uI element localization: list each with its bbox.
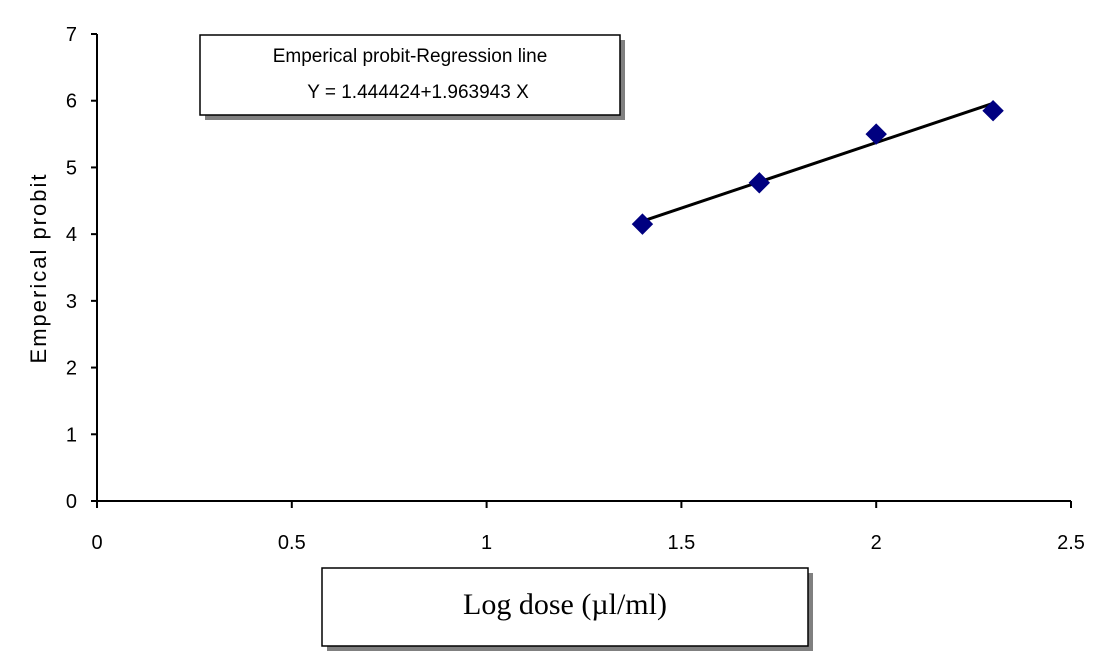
x-label-frame — [321, 567, 809, 647]
x-tick-label: 1.5 — [667, 532, 695, 554]
axes — [96, 34, 1071, 502]
y-tick-label: 4 — [66, 224, 77, 246]
x-tick-label: 1 — [481, 532, 492, 554]
regression-annotation-box: Emperical probit-Regression line Y = 1.4… — [199, 34, 625, 120]
x-tick-label: 2 — [871, 532, 882, 554]
data-point-marker — [865, 123, 887, 145]
annotation-line-1: Emperical probit-Regression line — [273, 46, 548, 67]
y-tick-label: 7 — [66, 24, 77, 46]
data-point-marker — [748, 172, 771, 194]
y-axis-label: Emperical probit — [26, 173, 51, 364]
data-point-marker — [982, 100, 1004, 122]
y-tick-label: 6 — [66, 91, 77, 113]
y-ticks: 0 1 2 3 4 5 6 7 — [66, 24, 97, 513]
annotation-frame — [199, 34, 621, 116]
data-points — [631, 100, 1004, 235]
y-tick-label: 3 — [66, 291, 77, 313]
x-axis-label: Log dose (µl/ml) — [463, 588, 667, 621]
x-tick-label: 0.5 — [278, 532, 306, 554]
annotation-line-2: Y = 1.444424+1.963943 X — [307, 82, 529, 103]
trendline-group — [641, 101, 994, 223]
x-axis-label-box: Log dose (µl/ml) — [321, 567, 813, 651]
data-point-marker — [631, 213, 654, 235]
y-tick-label: 5 — [66, 157, 77, 179]
x-tick-label: 0 — [91, 532, 102, 554]
x-tick-label: 2.5 — [1057, 532, 1085, 554]
x-ticks: 0 0.5 1 1.5 2 2.5 — [91, 501, 1085, 554]
y-tick-label: 1 — [66, 424, 77, 446]
y-tick-label: 2 — [66, 358, 77, 380]
regression-trendline — [641, 101, 994, 223]
y-tick-label: 0 — [66, 491, 77, 513]
